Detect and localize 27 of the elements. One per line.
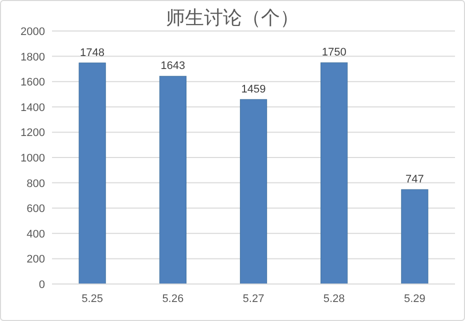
x-tick-label: 5.27 <box>242 293 264 305</box>
x-tick-label: 5.28 <box>323 293 345 305</box>
bar <box>320 62 348 284</box>
y-tick-label: 1000 <box>20 152 45 164</box>
y-tick-label: 2000 <box>20 26 45 38</box>
y-tick-label: 1400 <box>20 102 45 114</box>
data-label: 747 <box>406 174 424 186</box>
bar <box>401 189 428 284</box>
y-tick-label: 400 <box>26 228 45 240</box>
y-tick-label: 200 <box>26 254 45 266</box>
bar <box>159 76 186 284</box>
y-tick-label: 1600 <box>20 76 45 89</box>
chart-title: 师生讨论（个） <box>166 8 299 29</box>
x-tick-label: 5.29 <box>404 293 426 305</box>
bar <box>78 62 106 284</box>
y-tick-label: 1800 <box>20 51 45 64</box>
bar <box>240 99 268 284</box>
data-label: 1459 <box>241 83 266 96</box>
data-label: 1643 <box>160 60 186 72</box>
x-tick-label: 5.25 <box>82 293 104 305</box>
y-tick-label: 1200 <box>20 127 45 140</box>
data-label: 1750 <box>322 46 346 59</box>
data-label: 1748 <box>80 46 105 59</box>
x-tick-label: 5.26 <box>162 293 184 305</box>
y-tick-label: 800 <box>26 178 45 190</box>
y-tick-label: 600 <box>26 203 45 216</box>
y-tick-label: 0 <box>38 279 45 291</box>
